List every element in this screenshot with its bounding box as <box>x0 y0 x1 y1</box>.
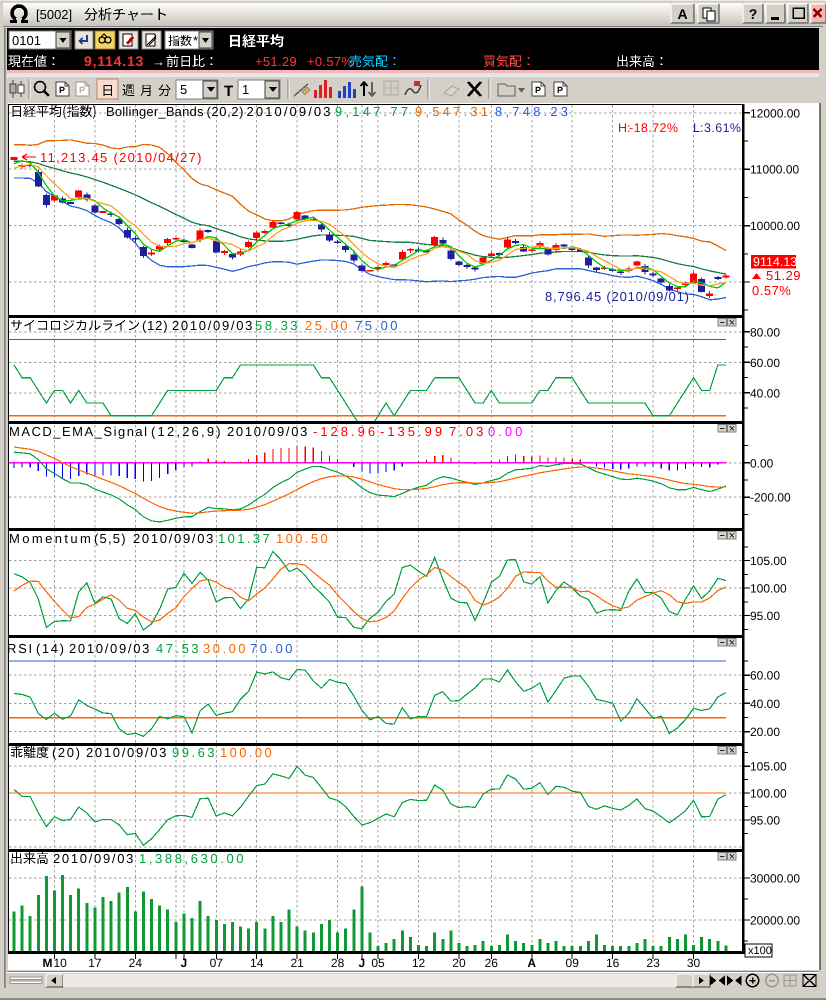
svg-text:→: → <box>152 54 165 69</box>
svg-text:5: 5 <box>180 82 187 97</box>
svg-text:105.00: 105.00 <box>750 554 787 568</box>
svg-text:Bollinger_Bands: Bollinger_Bands <box>106 104 204 119</box>
svg-text:60.00: 60.00 <box>750 669 780 683</box>
svg-text:100.50: 100.50 <box>276 531 330 546</box>
svg-text:2010/09/03: 2010/09/03 <box>53 851 135 866</box>
svg-text:40.00: 40.00 <box>750 697 780 711</box>
svg-text:-128.96: -128.96 <box>313 424 378 439</box>
svg-text:12000.00: 12000.00 <box>750 106 800 120</box>
svg-text:MACD_EMA_Signal: MACD_EMA_Signal <box>9 424 149 439</box>
svg-text:A: A <box>527 956 536 970</box>
svg-text:8,748.23: 8,748.23 <box>495 104 571 119</box>
svg-text:95.00: 95.00 <box>750 609 780 623</box>
svg-text:9,114.13: 9,114.13 <box>84 53 144 69</box>
svg-text:?: ? <box>749 6 758 22</box>
svg-text:30000.00: 30000.00 <box>750 872 800 886</box>
svg-text:60.00: 60.00 <box>750 356 780 370</box>
svg-text:J: J <box>181 956 188 970</box>
svg-text:P: P <box>79 85 85 95</box>
svg-text:H:: H: <box>618 121 631 135</box>
svg-text:2010/09/03: 2010/09/03 <box>86 745 168 760</box>
svg-text:80.00: 80.00 <box>750 325 780 339</box>
svg-text:23: 23 <box>646 956 660 970</box>
svg-text:100.00: 100.00 <box>750 787 787 801</box>
svg-text:(12,26,9): (12,26,9) <box>151 424 223 439</box>
svg-text:L:: L: <box>693 121 703 135</box>
svg-text:99.63: 99.63 <box>172 745 217 760</box>
svg-text:Momentum: Momentum <box>9 531 93 546</box>
svg-text:2010/09/03: 2010/09/03 <box>227 424 309 439</box>
svg-text:100.00: 100.00 <box>220 745 274 760</box>
svg-text:07: 07 <box>210 956 224 970</box>
svg-text:[5002]: [5002] <box>36 7 72 22</box>
svg-text:95.00: 95.00 <box>750 813 780 827</box>
svg-text:P: P <box>59 85 65 95</box>
svg-text:1: 1 <box>242 82 249 97</box>
svg-text:9,147.77: 9,147.77 <box>335 104 411 119</box>
svg-text:70.00: 70.00 <box>250 641 295 656</box>
svg-text:2010/09/03: 2010/09/03 <box>247 104 333 119</box>
svg-text:10000.00: 10000.00 <box>750 219 800 233</box>
svg-text:11,213.45 (2010/04/27): 11,213.45 (2010/04/27) <box>40 150 203 165</box>
svg-text:+51.29: +51.29 <box>255 54 297 69</box>
svg-text:3.61%: 3.61% <box>704 121 741 135</box>
svg-text:2010/09/03: 2010/09/03 <box>69 641 151 656</box>
svg-text:P: P <box>535 85 541 95</box>
svg-text:1,388,630.00: 1,388,630.00 <box>139 851 246 866</box>
svg-text:17: 17 <box>88 956 102 970</box>
svg-text:8,796.45 (2010/09/01): 8,796.45 (2010/09/01) <box>545 289 690 304</box>
svg-text:47.53: 47.53 <box>156 641 201 656</box>
svg-text:P: P <box>557 85 563 95</box>
svg-text:RSI: RSI <box>7 641 34 656</box>
svg-text:30.00: 30.00 <box>203 641 248 656</box>
svg-text:05: 05 <box>371 956 385 970</box>
svg-text:21: 21 <box>290 956 304 970</box>
svg-text:J: J <box>359 956 366 970</box>
svg-text:A: A <box>677 6 687 22</box>
svg-text:(20,2): (20,2) <box>207 104 245 119</box>
svg-text:-200.00: -200.00 <box>750 491 791 505</box>
svg-text:9114.13: 9114.13 <box>753 255 797 269</box>
svg-text:40.00: 40.00 <box>750 386 780 400</box>
svg-text:(12): (12) <box>142 318 168 333</box>
svg-text:10: 10 <box>53 956 67 970</box>
svg-text:75.00: 75.00 <box>355 318 400 333</box>
svg-text:20000.00: 20000.00 <box>750 914 800 928</box>
svg-text:105.00: 105.00 <box>750 760 787 774</box>
svg-text:58.33: 58.33 <box>255 318 300 333</box>
svg-text:-18.72%: -18.72% <box>629 121 678 135</box>
svg-text:9,547.31: 9,547.31 <box>415 104 491 119</box>
svg-text:100.00: 100.00 <box>750 582 787 596</box>
svg-text:30: 30 <box>687 956 701 970</box>
svg-text:(20): (20) <box>52 745 82 760</box>
svg-text:51.29: 51.29 <box>766 268 801 283</box>
svg-text:0.57%: 0.57% <box>752 283 791 298</box>
svg-text:20: 20 <box>452 956 466 970</box>
svg-text:28: 28 <box>331 956 345 970</box>
svg-text:09: 09 <box>566 956 580 970</box>
svg-text:12: 12 <box>412 956 426 970</box>
svg-text:0.00: 0.00 <box>488 424 525 439</box>
svg-text:2010/09/03: 2010/09/03 <box>133 531 215 546</box>
svg-text:14: 14 <box>250 956 264 970</box>
svg-text:20.00: 20.00 <box>750 725 780 739</box>
svg-text:25.00: 25.00 <box>305 318 350 333</box>
svg-text:26: 26 <box>485 956 499 970</box>
svg-text:x100: x100 <box>748 945 772 957</box>
svg-text:24: 24 <box>129 956 143 970</box>
svg-text:*: * <box>193 33 198 48</box>
svg-text:(14): (14) <box>36 641 66 656</box>
svg-text:101.37: 101.37 <box>218 531 272 546</box>
svg-text:0.00: 0.00 <box>750 456 774 470</box>
svg-text:11000.00: 11000.00 <box>750 163 799 177</box>
svg-text:7.03: 7.03 <box>449 424 486 439</box>
svg-text:T: T <box>224 83 233 100</box>
svg-text:16: 16 <box>606 956 620 970</box>
svg-text:M: M <box>42 956 52 970</box>
svg-text:0101: 0101 <box>12 33 41 48</box>
svg-text:-135.99: -135.99 <box>380 424 445 439</box>
svg-text:+0.57%: +0.57% <box>307 54 353 69</box>
svg-text:(5,5): (5,5) <box>94 531 127 546</box>
svg-text:2010/09/03: 2010/09/03 <box>172 318 254 333</box>
